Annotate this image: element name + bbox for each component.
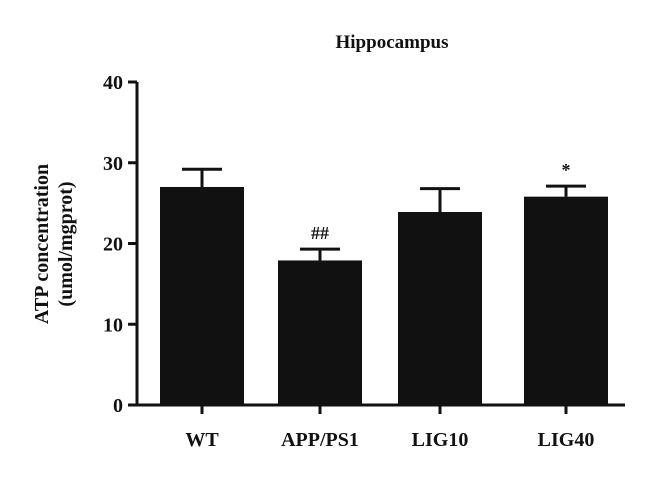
bar <box>398 212 482 405</box>
significance-label: * <box>562 160 571 180</box>
x-tick-label: LIG10 <box>412 429 469 451</box>
x-tick-label: LIG40 <box>538 429 595 451</box>
x-tick-label: WT <box>185 429 219 451</box>
y-tick-label: 10 <box>103 314 123 336</box>
y-tick-label: 40 <box>103 72 123 94</box>
labels: 0 10 20 30 40 WT APP/PS1 ## LIG10 LIG40 * <box>103 72 594 451</box>
significance-label: ## <box>311 223 329 243</box>
y-tick-label: 20 <box>103 234 123 256</box>
chart-title: Hippocampus <box>336 32 449 53</box>
y-axis-label-line1: ATP concentration <box>31 164 53 324</box>
x-tick-label: APP/PS1 <box>281 429 359 451</box>
bar <box>278 260 362 405</box>
bar <box>524 196 608 405</box>
bars <box>160 167 608 405</box>
y-axis-label: ATP concentration (umol/mgprot) <box>31 164 77 324</box>
y-tick-label: 30 <box>103 153 123 175</box>
y-axis-label-line2: (umol/mgprot) <box>55 181 77 306</box>
y-tick-label: 0 <box>113 395 123 417</box>
bar <box>160 186 244 405</box>
